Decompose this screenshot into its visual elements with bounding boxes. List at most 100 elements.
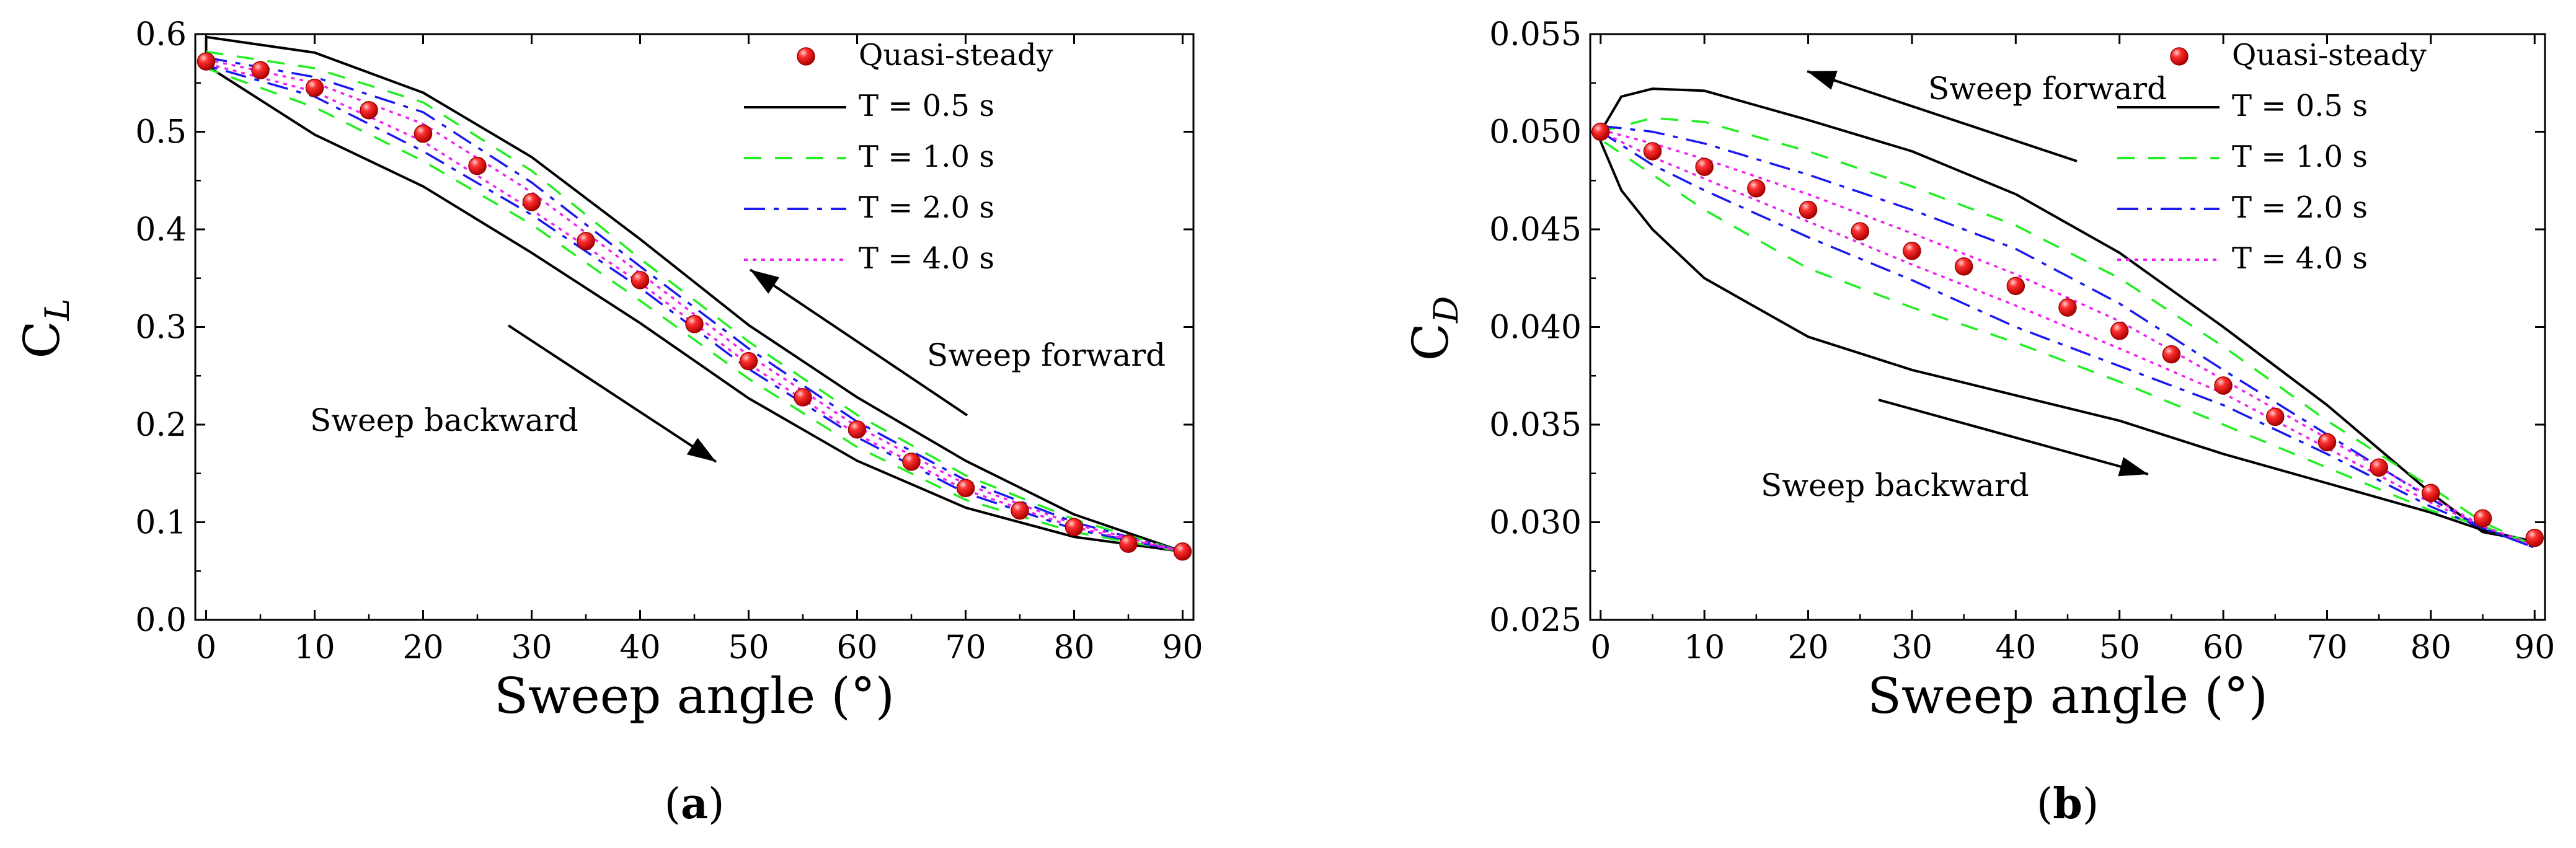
- plot-frame: [1589, 33, 2546, 621]
- quasi-steady-point: [685, 315, 704, 333]
- caption-paren-open: (: [2037, 780, 2053, 829]
- annotation-sweep-backward: Sweep backward: [1761, 467, 2029, 503]
- quasi-steady-point: [2162, 345, 2181, 364]
- quasi-steady-point: [1903, 241, 1921, 260]
- panel-caption: (b): [2037, 779, 2099, 829]
- quasi-steady-point: [2525, 528, 2544, 547]
- quasi-steady-point: [251, 61, 270, 80]
- y-tick-label: 0.035: [1489, 407, 1582, 444]
- quasi-steady-point: [414, 124, 433, 143]
- y-tick-label: 0.030: [1489, 505, 1582, 542]
- x-tick-label: 0: [196, 629, 216, 666]
- x-tick-label: 40: [619, 629, 660, 666]
- x-tick-label: 10: [1684, 629, 1725, 666]
- quasi-steady-point: [1064, 518, 1084, 537]
- legend-label: T = 0.5 s: [2232, 89, 2368, 123]
- quasi-steady-point: [468, 156, 487, 175]
- x-tick-label: 60: [2203, 629, 2244, 666]
- arrow-sweep-forward: [1807, 70, 2078, 162]
- x-axis-label: Sweep angle (°): [494, 667, 895, 725]
- series-line-t-4-0-s: [205, 58, 1184, 553]
- x-tick-label: 20: [402, 629, 443, 666]
- y-tick-label: 0.3: [135, 309, 187, 347]
- x-tick-label: 80: [1053, 629, 1094, 666]
- arrow-sweep-forward-head: [1807, 71, 1838, 90]
- y-tick-label: 0.050: [1489, 114, 1582, 151]
- y-tick-label: 0.4: [135, 211, 187, 249]
- arrow-sweep-forward-head: [750, 270, 780, 294]
- quasi-steady-point: [956, 479, 975, 498]
- caption-letter: b: [2053, 779, 2082, 829]
- quasi-steady-point: [360, 101, 378, 120]
- legend-label: T = 4.0 s: [2232, 241, 2368, 276]
- y-axis-label-main: C: [13, 320, 71, 358]
- x-axis-label: Sweep angle (°): [1867, 667, 2268, 725]
- legend-label: T = 2.0 s: [2232, 190, 2368, 225]
- legend-label: T = 1.0 s: [2232, 139, 2368, 174]
- quasi-steady-point: [631, 271, 650, 289]
- annotation-sweep-backward: Sweep backward: [310, 402, 578, 438]
- x-tick-label: 90: [1162, 629, 1203, 666]
- y-axis-label-subscript: D: [1427, 296, 1466, 324]
- caption-paren-close: ): [2082, 780, 2099, 829]
- arrow-sweep-forward: [749, 268, 968, 417]
- x-tick-label: 50: [728, 629, 769, 666]
- caption-letter: a: [681, 779, 708, 829]
- legend-label: T = 1.0 s: [859, 139, 994, 174]
- quasi-steady-point: [1799, 200, 1818, 219]
- x-tick-label: 10: [294, 629, 335, 666]
- quasi-steady-point: [2214, 376, 2233, 395]
- x-tick-label: 50: [2099, 629, 2140, 666]
- x-tick-label: 70: [2306, 629, 2347, 666]
- quasi-steady-point: [2110, 322, 2129, 340]
- legend-label: T = 2.0 s: [859, 190, 994, 225]
- y-tick-label: 0.045: [1489, 211, 1582, 249]
- arrow-sweep-backward: [1878, 399, 2149, 475]
- y-tick-label: 0.5: [135, 114, 187, 151]
- quasi-steady-point: [1643, 142, 1662, 161]
- y-axis-label-subscript: L: [38, 298, 77, 321]
- quasi-steady-point: [739, 351, 758, 371]
- y-tick-label: 0.1: [135, 505, 187, 542]
- x-tick-label: 40: [1995, 629, 2036, 666]
- series-line-t-2-0-s: [205, 56, 1184, 553]
- x-tick-label: 70: [945, 629, 986, 666]
- legend-label: Quasi-steady: [2232, 38, 2427, 73]
- quasi-steady-point: [2422, 484, 2440, 502]
- quasi-steady-point: [1591, 122, 1610, 141]
- panel-a-chart: 0 10 20 30 40 50 60 70 80 90 0.0 0.1 0.2 0.3 0.4 0.5 0.6…: [13, 16, 1203, 829]
- legend-marker-quasi-steady: [797, 47, 815, 66]
- legend-label: T = 4.0 s: [859, 241, 994, 276]
- quasi-steady-point: [848, 420, 867, 439]
- x-tick-label: 0: [1590, 629, 1611, 666]
- y-tick-label: 0.0: [135, 602, 187, 639]
- x-tick-label: 30: [511, 629, 552, 666]
- quasi-steady-point: [522, 193, 541, 211]
- caption-paren-open: (: [664, 780, 681, 829]
- quasi-steady-point: [1173, 542, 1192, 561]
- quasi-steady-point: [577, 232, 595, 250]
- annotation-sweep-forward: Sweep forward: [927, 337, 1166, 373]
- legend-label: Quasi-steady: [859, 38, 1053, 73]
- quasi-steady-point: [2266, 407, 2285, 426]
- y-tick-label: 0.055: [1489, 16, 1582, 53]
- series-line-t-2-0-s: [1599, 125, 2536, 549]
- quasi-steady-point: [1695, 157, 1714, 176]
- quasi-steady-point: [197, 52, 216, 71]
- y-tick-label: 0.2: [135, 407, 187, 444]
- series-line-t-1-0-s: [1599, 117, 2536, 547]
- quasi-steady-point: [1011, 501, 1029, 520]
- y-tick-label: 0.025: [1489, 602, 1582, 639]
- arrow-sweep-backward: [507, 324, 717, 463]
- quasi-steady-point: [2317, 433, 2337, 452]
- series-line-t-0-5-s: [205, 35, 1184, 553]
- caption-paren-close: ): [708, 780, 725, 829]
- quasi-steady-point: [1747, 179, 1766, 198]
- quasi-steady-point: [2058, 298, 2077, 317]
- quasi-steady-point: [1851, 222, 1869, 241]
- quasi-steady-point: [305, 78, 324, 97]
- quasi-steady-point: [2473, 509, 2492, 528]
- y-tick-label: 0.040: [1489, 309, 1582, 347]
- quasi-steady-point: [1954, 257, 1973, 276]
